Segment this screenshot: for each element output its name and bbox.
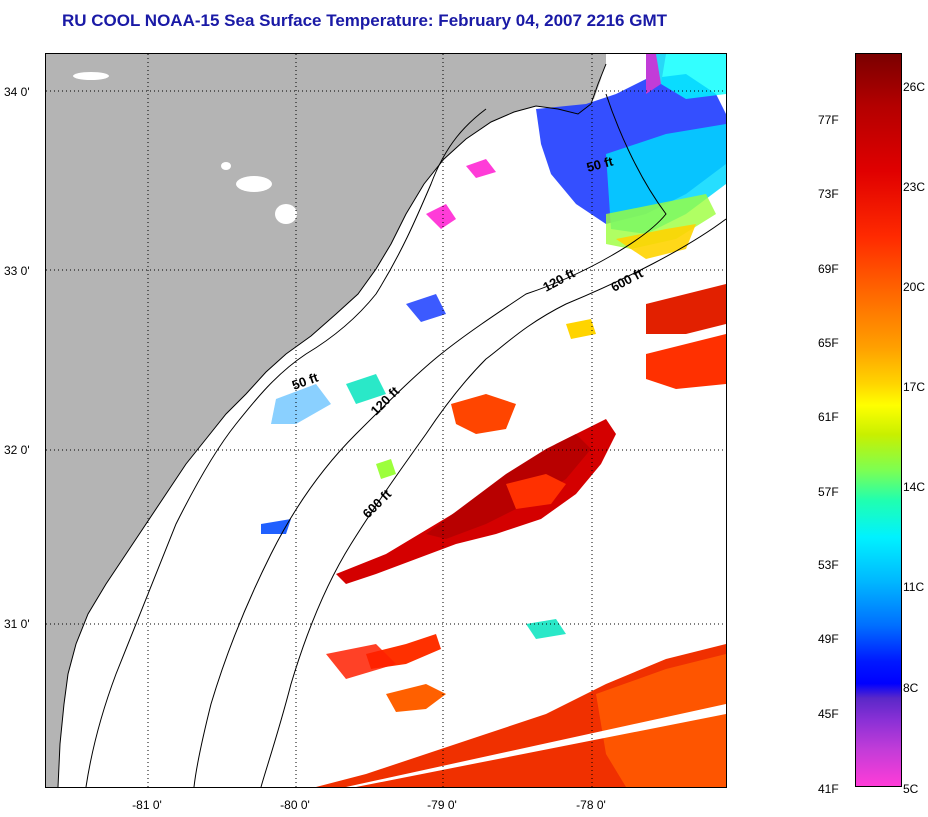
colorbar-celsius-label: 11C [903, 580, 925, 594]
isobath-label: 50 ft [585, 153, 615, 175]
map-title: RU COOL NOAA-15 Sea Surface Temperature:… [62, 11, 667, 30]
latitude-label: 31 0' [4, 617, 30, 631]
colorbar-celsius-label: 20C [903, 280, 926, 294]
sst-map[interactable]: 50 ft 120 ft 600 ft 50 ft 120 ft 600 ft [45, 53, 727, 788]
colorbar-celsius-label: 26C [903, 80, 926, 94]
colorbar-fahrenheit-label: 41F [818, 782, 839, 796]
isobath-label: 600 ft [360, 486, 395, 521]
colorbar-celsius-label: 17C [903, 380, 926, 394]
colorbar-fahrenheit-label: 49F [818, 632, 839, 646]
inland-water [73, 72, 297, 224]
longitude-label: -78 0' [576, 798, 606, 812]
colorbar-celsius-label: 23C [903, 180, 926, 194]
colorbar-fahrenheit-label: 57F [818, 485, 839, 499]
colorbar-fahrenheit-label: 69F [818, 262, 839, 276]
colorbar-fahrenheit-label: 73F [818, 187, 839, 201]
longitude-label: -80 0' [280, 798, 310, 812]
colorbar-fahrenheit-label: 45F [818, 707, 839, 721]
latitude-label: 34 0' [4, 85, 30, 99]
sst-patches [261, 54, 726, 787]
longitude-label: -79 0' [427, 798, 457, 812]
colorbar-celsius-label: 14C [903, 480, 926, 494]
coastline [57, 63, 607, 787]
isobath-lines [85, 93, 726, 787]
land-north [586, 54, 606, 102]
latitude-label: 33 0' [4, 264, 30, 278]
longitude-label: -81 0' [132, 798, 162, 812]
colorbar-fahrenheit-label: 61F [818, 410, 839, 424]
graticule [46, 54, 726, 787]
colorbar-celsius-label: 8C [903, 681, 919, 695]
colorbar-fahrenheit-label: 65F [818, 336, 839, 350]
colorbar-fahrenheit-label: 77F [818, 113, 839, 127]
map-canvas: 50 ft 120 ft 600 ft 50 ft 120 ft 600 ft [46, 54, 726, 787]
colorbar-fahrenheit-label: 53F [818, 558, 839, 572]
land-mass [46, 54, 606, 787]
latitude-label: 32 0' [4, 443, 30, 457]
temperature-colorbar [855, 53, 902, 787]
colorbar-celsius-label: 5C [903, 782, 919, 796]
